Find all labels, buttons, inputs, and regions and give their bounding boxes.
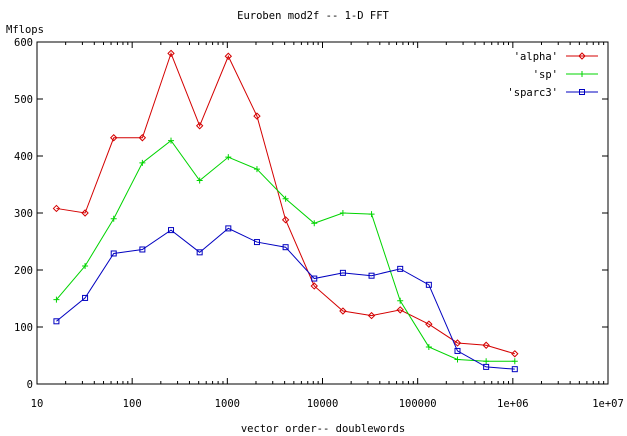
data-point-sp bbox=[139, 159, 146, 166]
series-line-sp bbox=[56, 139, 515, 362]
legend: 'alpha' 'sp' 'sparc3' bbox=[507, 51, 598, 99]
data-point-alpha bbox=[195, 122, 204, 130]
y-tick-label: 400 bbox=[14, 151, 33, 163]
legend-marker-sp bbox=[579, 71, 585, 77]
data-point-alpha bbox=[281, 216, 290, 224]
data-point-sp bbox=[168, 137, 175, 144]
data-point-alpha bbox=[511, 350, 519, 358]
data-point-sparc3 bbox=[454, 347, 461, 354]
data-point-alpha bbox=[138, 134, 147, 142]
data-point-sparc3 bbox=[82, 294, 89, 301]
series-line-sparc3 bbox=[56, 227, 515, 370]
axes: 0 100 200 300 400 500 600 10 100 1000 10000 100000 1… bbox=[14, 37, 624, 410]
data-point-alpha bbox=[339, 307, 347, 315]
data-point-sparc3 bbox=[311, 275, 318, 282]
data-point-sp bbox=[368, 211, 375, 218]
data-point-sparc3 bbox=[511, 366, 518, 373]
y-axis-label: Mflops bbox=[6, 24, 44, 36]
y-tick-label: 300 bbox=[14, 208, 33, 220]
x-tick-label: 100 bbox=[123, 398, 142, 410]
y-tick-label: 100 bbox=[14, 322, 33, 334]
x-axis-label: vector order-- doublewords bbox=[241, 423, 405, 435]
data-point-sparc3 bbox=[253, 239, 260, 246]
data-point-sparc3 bbox=[139, 246, 146, 253]
data-point-sp bbox=[282, 195, 289, 202]
data-point-sparc3 bbox=[168, 227, 175, 234]
data-point-sparc3 bbox=[397, 265, 404, 272]
data-point-sparc3 bbox=[225, 225, 232, 232]
data-point-sp bbox=[483, 358, 490, 365]
data-point-sp bbox=[253, 166, 260, 173]
data-point-alpha bbox=[396, 306, 404, 314]
data-point-sp bbox=[53, 296, 60, 303]
data-point-alpha bbox=[453, 339, 462, 347]
data-point-alpha bbox=[367, 311, 376, 320]
data-point-alpha bbox=[425, 320, 433, 328]
data-point-sp bbox=[454, 356, 461, 363]
data-point-sparc3 bbox=[483, 363, 490, 370]
legend-label-sp: 'sp' bbox=[533, 69, 558, 81]
data-point-sp bbox=[339, 210, 346, 216]
data-point-sp bbox=[425, 343, 432, 350]
data-point-sp bbox=[311, 220, 318, 227]
data-point-sp bbox=[225, 154, 232, 161]
series-line-alpha bbox=[56, 51, 515, 355]
data-point-sparc3 bbox=[110, 250, 117, 257]
legend-label-alpha: 'alpha' bbox=[514, 51, 558, 63]
data-point-sparc3 bbox=[339, 269, 346, 276]
data-point-alpha bbox=[167, 49, 175, 58]
data-point-alpha bbox=[482, 341, 490, 349]
data-point-alpha bbox=[110, 134, 118, 142]
data-point-sp bbox=[82, 263, 89, 270]
legend-marker-alpha bbox=[578, 52, 586, 60]
x-tick-label: 10000 bbox=[307, 398, 339, 410]
data-point-sparc3 bbox=[282, 244, 289, 251]
series-sp bbox=[53, 137, 518, 365]
x-tick-label: 100000 bbox=[399, 398, 437, 410]
data-point-sparc3 bbox=[196, 249, 203, 256]
data-point-sp bbox=[196, 177, 203, 184]
data-point-alpha bbox=[253, 112, 261, 120]
data-point-sparc3 bbox=[425, 281, 432, 288]
y-tick-label: 500 bbox=[14, 94, 33, 106]
x-tick-label: 1e+06 bbox=[497, 398, 529, 410]
chart-title: Euroben mod2f -- 1-D FFT bbox=[237, 10, 389, 22]
data-point-alpha bbox=[310, 282, 318, 290]
series-layer bbox=[52, 49, 519, 373]
x-tick-label: 1000 bbox=[215, 398, 240, 410]
data-point-sp bbox=[397, 297, 404, 304]
y-tick-label: 200 bbox=[14, 265, 33, 277]
legend-marker-sparc3 bbox=[579, 89, 585, 95]
legend-label-sparc3: 'sparc3' bbox=[507, 87, 558, 99]
data-point-sparc3 bbox=[53, 318, 60, 325]
y-tick-label: 600 bbox=[14, 37, 33, 49]
data-point-sp bbox=[110, 215, 117, 222]
data-point-alpha bbox=[52, 204, 61, 213]
series-alpha bbox=[52, 49, 519, 358]
data-point-alpha bbox=[224, 52, 233, 60]
data-point-sparc3 bbox=[368, 272, 375, 279]
data-point-alpha bbox=[81, 209, 89, 217]
series-sparc3 bbox=[53, 225, 518, 373]
y-tick-label: 0 bbox=[27, 379, 33, 391]
x-tick-label: 1e+07 bbox=[592, 398, 624, 410]
x-tick-label: 10 bbox=[31, 398, 44, 410]
data-point-sp bbox=[511, 358, 518, 365]
